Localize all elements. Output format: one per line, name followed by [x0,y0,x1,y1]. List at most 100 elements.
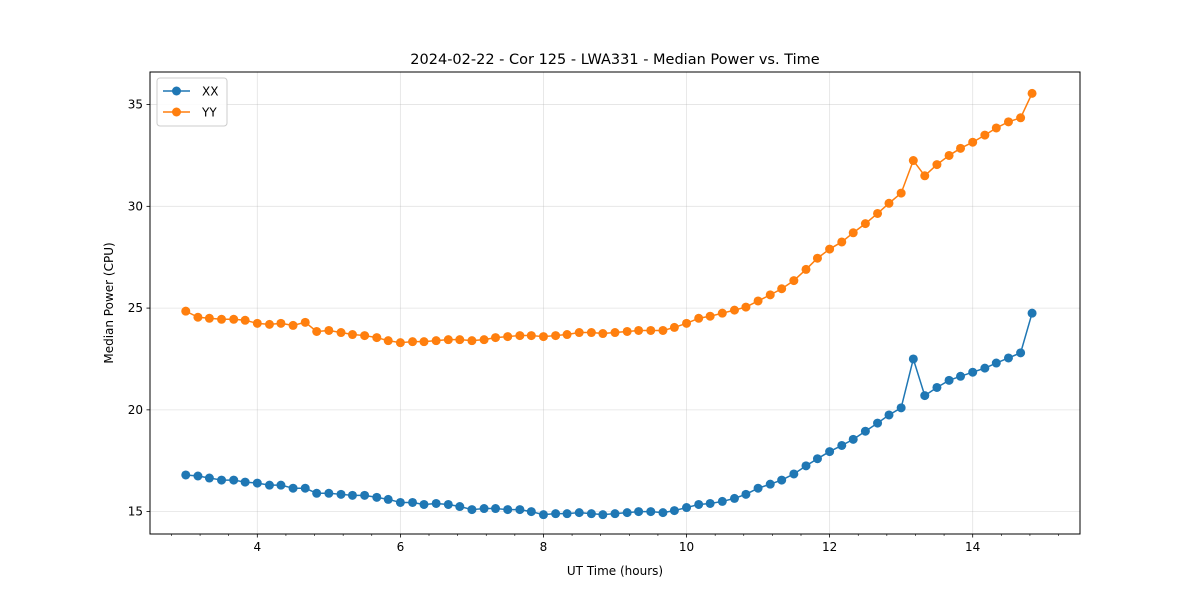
series-xx-point [682,503,692,513]
series-xx-point [526,507,536,517]
series-xx-point [658,508,668,518]
series-xx-point [586,509,596,519]
y-tick-label: 30 [128,199,143,213]
series-xx-point [467,505,477,515]
series-yy-point [574,328,584,338]
x-tick-label: 4 [253,540,261,554]
series-yy-point [551,331,561,341]
series-yy-point [920,171,930,181]
series-xx-point [312,488,322,498]
series-xx-point [419,499,429,509]
series-yy-point [431,336,441,346]
series-yy-point [801,264,811,274]
y-tick-label: 20 [128,403,143,417]
series-yy-point [181,306,191,316]
series-yy-point [765,290,775,300]
series-yy-point [252,318,262,328]
series-xx-point [789,469,799,479]
series-xx-point [944,375,954,385]
series-yy-point [288,320,298,330]
legend-xx-marker [172,86,181,96]
series-xx-point [1027,308,1037,318]
plot-area-frame [149,71,1081,535]
series-xx-point [634,507,644,517]
series-xx-point [765,479,775,489]
series-xx-point [181,470,191,480]
series-yy-point [586,328,596,338]
series-xx-point [562,509,572,519]
series-yy-point [240,315,250,325]
series-xx-point [884,410,894,420]
series-xx-point [264,480,274,490]
series-yy-point [217,314,227,324]
x-tick-label: 6 [397,540,405,554]
series-xx-point [848,434,858,444]
series-xx-point [753,483,763,493]
series-yy-point [276,318,286,328]
series-yy-point [622,326,632,336]
series-yy-point [658,325,668,335]
legend-xx-label: XX [202,85,218,99]
series-xx-point [383,494,393,504]
series-xx-point [669,506,679,516]
series-layer [181,88,1037,520]
series-yy-point [705,311,715,321]
series-xx-point [705,498,715,508]
series-yy-point [884,198,894,208]
series-xx-point [896,403,906,413]
series-yy-point [264,319,274,329]
series-xx-point [551,509,561,519]
series-xx-point [515,505,525,515]
series-yy-point [455,335,465,345]
series-xx-point [598,510,608,520]
series-yy-point [324,325,334,335]
series-xx-point [431,498,441,508]
series-yy-point [443,335,453,345]
x-axis-title: UT Time (hours) [567,564,663,578]
series-xx-point [193,471,203,481]
series-xx-point [837,440,847,450]
series-xx-point [336,489,346,499]
series-xx-point [372,492,382,502]
series-xx-point [240,477,250,487]
y-tick-label: 25 [128,301,143,315]
series-xx-point [932,382,942,392]
series-xx-point [622,508,632,518]
series-yy-point [729,305,739,315]
legend-yy-marker [172,107,181,117]
x-tick-label: 14 [965,540,980,554]
series-yy-point [1003,117,1013,127]
series-yy-point [515,331,525,341]
series-yy-point [837,237,847,247]
series-xx-point [825,447,835,457]
series-yy-point [825,244,835,254]
series-xx-point [729,493,739,503]
series-yy-point [896,188,906,198]
legend-yy-label: YY [201,106,217,120]
series-xx-point [503,505,513,515]
series-xx-point [443,499,453,509]
series-xx-point [408,497,418,507]
series-xx-point [491,504,501,514]
series-yy-point [717,308,727,318]
series-yy-point [336,328,346,338]
series-yy-point [848,228,858,238]
series-yy-point [1016,113,1026,123]
series-yy-point [812,253,822,263]
x-tick-label: 10 [679,540,694,554]
series-xx-point [324,488,334,498]
series-yy-point [1027,88,1037,98]
series-xx-point [1003,353,1013,363]
series-yy-point [646,325,656,335]
series-yy-point [932,160,942,170]
series-xx-point [455,502,465,512]
series-xx-point [288,483,298,493]
series-yy-point [383,336,393,346]
x-tick-label: 8 [540,540,548,554]
series-yy-point [753,296,763,306]
series-xx-point [991,358,1001,368]
series-yy-point [360,331,370,341]
series-yy-point [562,330,572,340]
y-tick-label: 35 [128,98,143,112]
